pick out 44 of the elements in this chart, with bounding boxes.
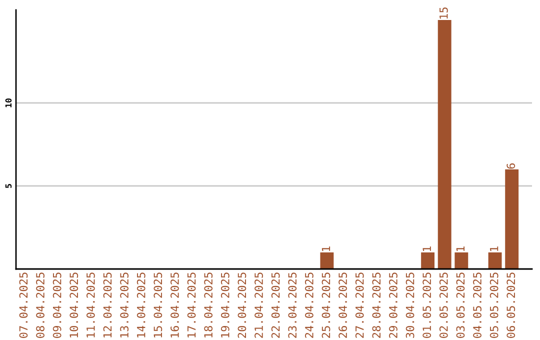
x-tick-label: 13.04.2025 — [120, 272, 129, 338]
x-tick-label: 28.04.2025 — [372, 272, 381, 338]
bar — [454, 252, 468, 269]
x-tick-label: 03.05.2025 — [456, 272, 465, 338]
x-tick-label: 15.04.2025 — [154, 272, 162, 338]
x-tick-label: 04.05.2025 — [473, 272, 482, 338]
y-tick-label: 10 — [5, 98, 12, 108]
x-tick-label: 22.04.2025 — [271, 272, 280, 338]
data-label: 1 — [422, 246, 431, 252]
y-tick-label: 5 — [5, 184, 12, 188]
x-tick-label: 07.04.2025 — [19, 272, 28, 338]
x-tick-label: 30.04.2025 — [406, 272, 414, 338]
data-label: 15 — [440, 7, 448, 19]
x-tick-label: 29.04.2025 — [389, 272, 398, 338]
bar — [421, 252, 435, 269]
x-tick-label: 23.04.2025 — [288, 272, 297, 338]
bar — [505, 169, 519, 269]
x-tick-label: 18.04.2025 — [204, 272, 213, 338]
x-tick-label: 12.04.2025 — [103, 272, 112, 338]
data-label: 1 — [490, 246, 498, 252]
data-label: 1 — [456, 246, 465, 252]
x-tick-label: 05.05.2025 — [490, 272, 498, 338]
x-tick-label: 09.04.2025 — [52, 272, 62, 338]
x-tick-label: 24.04.2025 — [304, 272, 314, 338]
x-tick-label: 19.04.2025 — [220, 272, 230, 338]
data-label: 6 — [506, 163, 516, 169]
x-tick-label: 10.04.2025 — [70, 272, 78, 338]
bar — [438, 20, 452, 269]
x-tick-label: 06.05.2025 — [506, 272, 516, 338]
x-tick-label: 21.04.2025 — [254, 272, 263, 338]
x-tick-label: 08.04.2025 — [36, 272, 44, 338]
x-tick-label: 02.05.2025 — [439, 272, 448, 338]
x-tick-label: 16.04.2025 — [170, 272, 179, 338]
x-tick-label: 11.04.2025 — [86, 272, 95, 338]
x-tick-label: 27.04.2025 — [355, 272, 364, 338]
x-tick-label: 25.04.2025 — [322, 272, 330, 338]
x-tick-label: 26.04.2025 — [338, 272, 348, 338]
bar — [320, 252, 334, 269]
x-tick-label: 20.04.2025 — [238, 272, 246, 338]
x-tick-label: 17.04.2025 — [187, 272, 196, 338]
bar — [488, 252, 502, 269]
x-tick-label: 01.05.2025 — [422, 272, 432, 338]
data-label: 1 — [322, 246, 330, 252]
x-tick-label: 14.04.2025 — [136, 272, 146, 338]
